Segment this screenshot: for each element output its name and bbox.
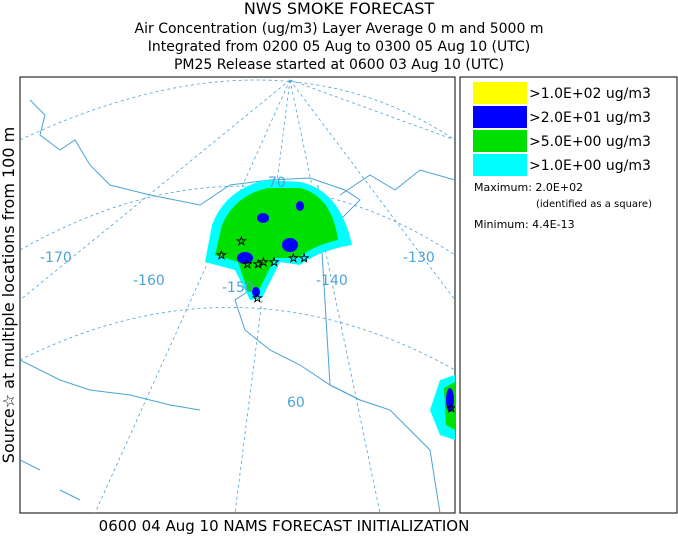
svg-text:☆☆: ☆☆ [288, 251, 310, 265]
legend-swatch [473, 82, 527, 104]
subtitle: PM25 Release started at 0600 03 Aug 10 (… [174, 57, 504, 73]
map-label: 70 [268, 175, 286, 191]
graticule [20, 185, 455, 256]
legend-swatch [473, 130, 527, 152]
svg-text:☆: ☆ [216, 248, 227, 262]
map: ☆ ☆ ☆☆ ☆☆ ☆☆ ☆ ☆ -170 -160 -150 -140 -13… [19, 76, 457, 514]
graticule [289, 79, 455, 301]
svg-text:☆☆: ☆☆ [242, 257, 264, 271]
map-label: -140 [316, 273, 348, 289]
coastline [20, 359, 201, 411]
source-label: Source☆ at multiple locations from 100 m [0, 127, 18, 463]
graticule [20, 79, 291, 301]
legend-label: >5.0E+00 ug/m3 [529, 134, 651, 150]
svg-text:☆: ☆ [252, 291, 263, 305]
legend: Maximum: 2.0E+02 (identified as a square… [459, 76, 678, 514]
map-label: -160 [133, 273, 165, 289]
map-label: -130 [403, 250, 435, 266]
coastline [20, 459, 81, 501]
svg-text:☆☆: ☆☆ [258, 255, 280, 269]
footer: 0600 04 Aug 10 NAMS FORECAST INITIALIZAT… [99, 517, 470, 535]
map-label: -150 [222, 280, 254, 296]
graticule [94, 79, 291, 513]
legend-label: >1.0E+00 ug/m3 [529, 158, 651, 174]
subtitle: Integrated from 0200 05 Aug to 0300 05 A… [148, 39, 531, 55]
title: NWS SMOKE FORECAST [244, 0, 435, 18]
graticule [289, 79, 381, 513]
smoke-core [237, 201, 454, 412]
minimum: Minimum: 4.4E-13 [474, 218, 575, 231]
graticule [289, 79, 455, 141]
legend-swatch [473, 154, 527, 176]
graticule [20, 79, 455, 141]
map-label: -170 [40, 250, 72, 266]
source-markers: ☆ ☆ ☆☆ ☆☆ ☆☆ ☆ ☆ [216, 234, 457, 416]
svg-text:☆: ☆ [446, 401, 457, 415]
coastline [339, 169, 455, 196]
legend-label: >2.0E+01 ug/m3 [529, 110, 651, 126]
legend-swatch [473, 106, 527, 128]
maximum: Maximum: 2.0E+02 [474, 181, 583, 194]
maximum-note: (identified as a square) [536, 199, 652, 210]
legend-label: >1.0E+02 ug/m3 [529, 86, 651, 102]
smoke-contour [215, 188, 338, 292]
svg-text:☆: ☆ [236, 234, 247, 248]
map-label: 60 [287, 395, 305, 411]
subtitle: Air Concentration (ug/m3) Layer Average … [135, 21, 544, 37]
map-frame [19, 76, 456, 514]
